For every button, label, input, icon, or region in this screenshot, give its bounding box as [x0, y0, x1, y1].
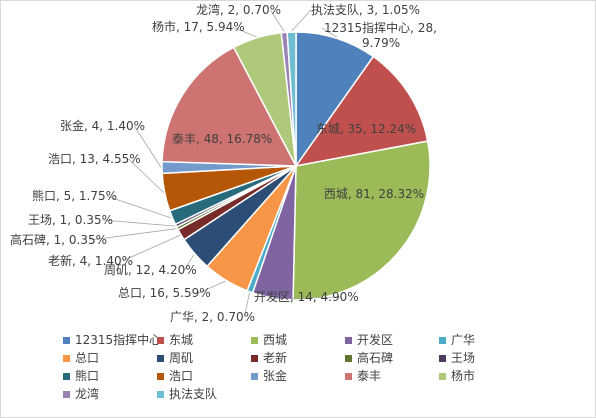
- data-label: 杨市, 17, 5.94%: [152, 19, 245, 34]
- legend-label: 开发区: [357, 333, 394, 347]
- leader-line: [321, 27, 338, 38]
- legend-swatch: [157, 373, 164, 380]
- data-label: 熊口, 5, 1.75%: [32, 188, 117, 203]
- leader-line: [134, 125, 162, 168]
- legend-label: 总口: [75, 351, 100, 365]
- legend-item: 周矶: [157, 351, 245, 366]
- legend-label: 执法支队: [169, 387, 218, 401]
- legend-label: 东城: [169, 333, 194, 347]
- pie-slice: [295, 31, 375, 169]
- legend-label: 熊口: [75, 369, 100, 383]
- leader-line: [198, 280, 226, 294]
- legend-item: 浩口: [157, 369, 245, 384]
- legend-label: 西城: [263, 333, 288, 347]
- data-label: 张金, 4, 1.40%: [60, 118, 145, 133]
- legend-label: 12315指挥中心: [75, 333, 162, 347]
- legend-label: 浩口: [169, 369, 194, 383]
- leader-line: [244, 292, 250, 318]
- legend-item: 12315指挥中心: [63, 333, 161, 348]
- legend-item: 东城: [157, 333, 245, 348]
- leader-line: [272, 296, 341, 300]
- legend-swatch: [251, 373, 258, 380]
- data-label: 周矶, 12, 4.20%: [104, 263, 197, 277]
- legend-item: 老新: [251, 351, 339, 366]
- legend-swatch: [439, 337, 446, 344]
- pie-slice: [294, 55, 429, 168]
- legend-item: 熊口: [63, 369, 151, 384]
- leader-line: [106, 195, 172, 219]
- legend-swatch: [345, 373, 352, 380]
- pie-slice: [161, 46, 298, 167]
- chart-legend: 12315指挥中心 东城 西城 开发区 广华总口 周矶 老新 高石碑 王场熊口 浩口 张金 泰丰 杨市龙…: [63, 333, 583, 402]
- legend-swatch: [345, 337, 352, 344]
- data-label: 东城, 35, 12.24%: [316, 122, 416, 136]
- leader-line: [184, 254, 195, 271]
- data-label: 总口, 16, 5.59%: [118, 286, 211, 300]
- legend-item: 杨市: [439, 369, 527, 384]
- legend-label: 张金: [263, 369, 288, 383]
- data-label: 龙湾, 2, 0.70%: [196, 2, 281, 17]
- legend-item: 执法支队: [157, 387, 245, 402]
- data-label: 老新, 4, 1.40%: [48, 253, 133, 268]
- leader-line: [291, 9, 312, 32]
- legend-swatch: [63, 355, 70, 362]
- legend-swatch: [63, 391, 70, 398]
- legend-swatch: [439, 355, 446, 362]
- legend-item: 广华: [439, 333, 527, 348]
- data-label: 开发区, 14, 4.90%: [254, 289, 359, 304]
- data-label: 广华, 2, 0.70%: [170, 310, 255, 324]
- legend-swatch: [157, 355, 164, 362]
- leader-line: [102, 219, 176, 227]
- legend-swatch: [157, 391, 164, 398]
- legend-item: 高石碑: [345, 351, 433, 366]
- pie-slice: [286, 31, 297, 167]
- data-label: 王场, 1, 0.35%: [28, 213, 113, 227]
- legend-label: 高石碑: [357, 351, 394, 365]
- legend-label: 龙湾: [75, 387, 100, 401]
- legend-swatch: [251, 337, 258, 344]
- legend-item: 开发区: [345, 333, 433, 348]
- legend-swatch: [439, 373, 446, 380]
- data-label: 执法支队, 3, 1.05%: [311, 2, 420, 17]
- leader-line: [270, 9, 285, 32]
- legend-label: 广华: [451, 333, 476, 347]
- legend-item: 总口: [63, 351, 151, 366]
- leader-line: [90, 228, 177, 241]
- legend-label: 杨市: [451, 369, 476, 383]
- legend-item: 西城: [251, 333, 339, 348]
- legend-label: 老新: [263, 351, 288, 365]
- legend-item: 龙湾: [63, 387, 151, 402]
- legend-item: 泰丰: [345, 369, 433, 384]
- leader-line: [232, 26, 257, 38]
- legend-item: 王场: [439, 351, 527, 366]
- data-label: 高石碑, 1, 0.35%: [10, 232, 107, 247]
- data-label: 泰丰, 48, 16.78%: [172, 132, 272, 146]
- leader-line: [122, 234, 181, 262]
- legend-swatch: [63, 373, 70, 380]
- data-label: 浩口, 13, 4.55%: [48, 152, 141, 166]
- legend-label: 周矶: [169, 351, 194, 365]
- legend-swatch: [251, 355, 258, 362]
- data-label: 12315指挥中心, 28, 9.79%: [324, 20, 437, 50]
- legend-swatch: [63, 337, 70, 344]
- legend-swatch: [157, 337, 164, 344]
- legend-item: 张金: [251, 369, 339, 384]
- leader-line: [128, 158, 164, 193]
- legend-swatch: [345, 355, 352, 362]
- legend-label: 王场: [451, 351, 476, 365]
- legend-label: 泰丰: [357, 369, 382, 383]
- data-label: 西城, 81, 28.32%: [324, 187, 424, 201]
- pie-slice: [292, 140, 431, 301]
